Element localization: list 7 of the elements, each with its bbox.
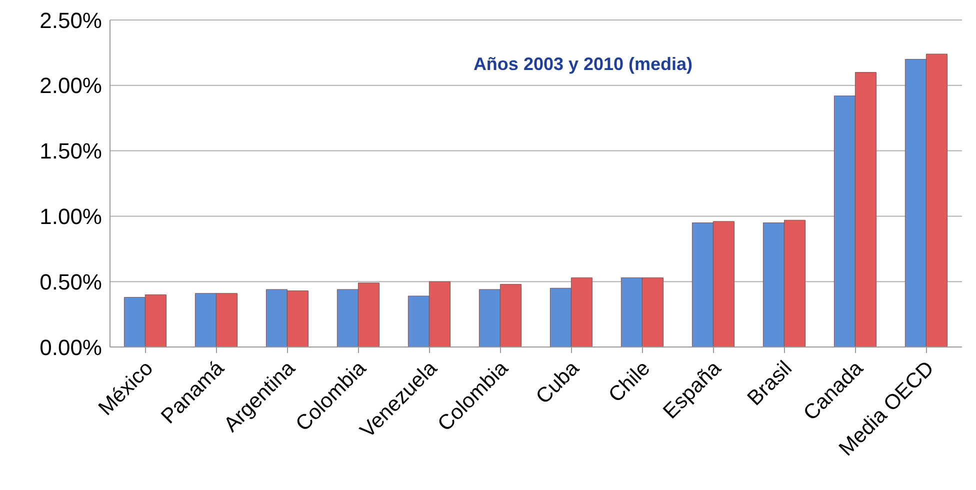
y-tick-label: 0.00%	[40, 334, 102, 360]
y-tick-label: 0.50%	[40, 269, 102, 294]
y-tick-label: 1.50%	[40, 138, 102, 164]
text: Años 2003 y 2010 (media)	[473, 54, 693, 74]
y-tick-label: 2.00%	[40, 73, 102, 98]
y-tick-label: 2.50%	[40, 8, 102, 33]
y-tick-label: 1.00%	[40, 204, 102, 230]
